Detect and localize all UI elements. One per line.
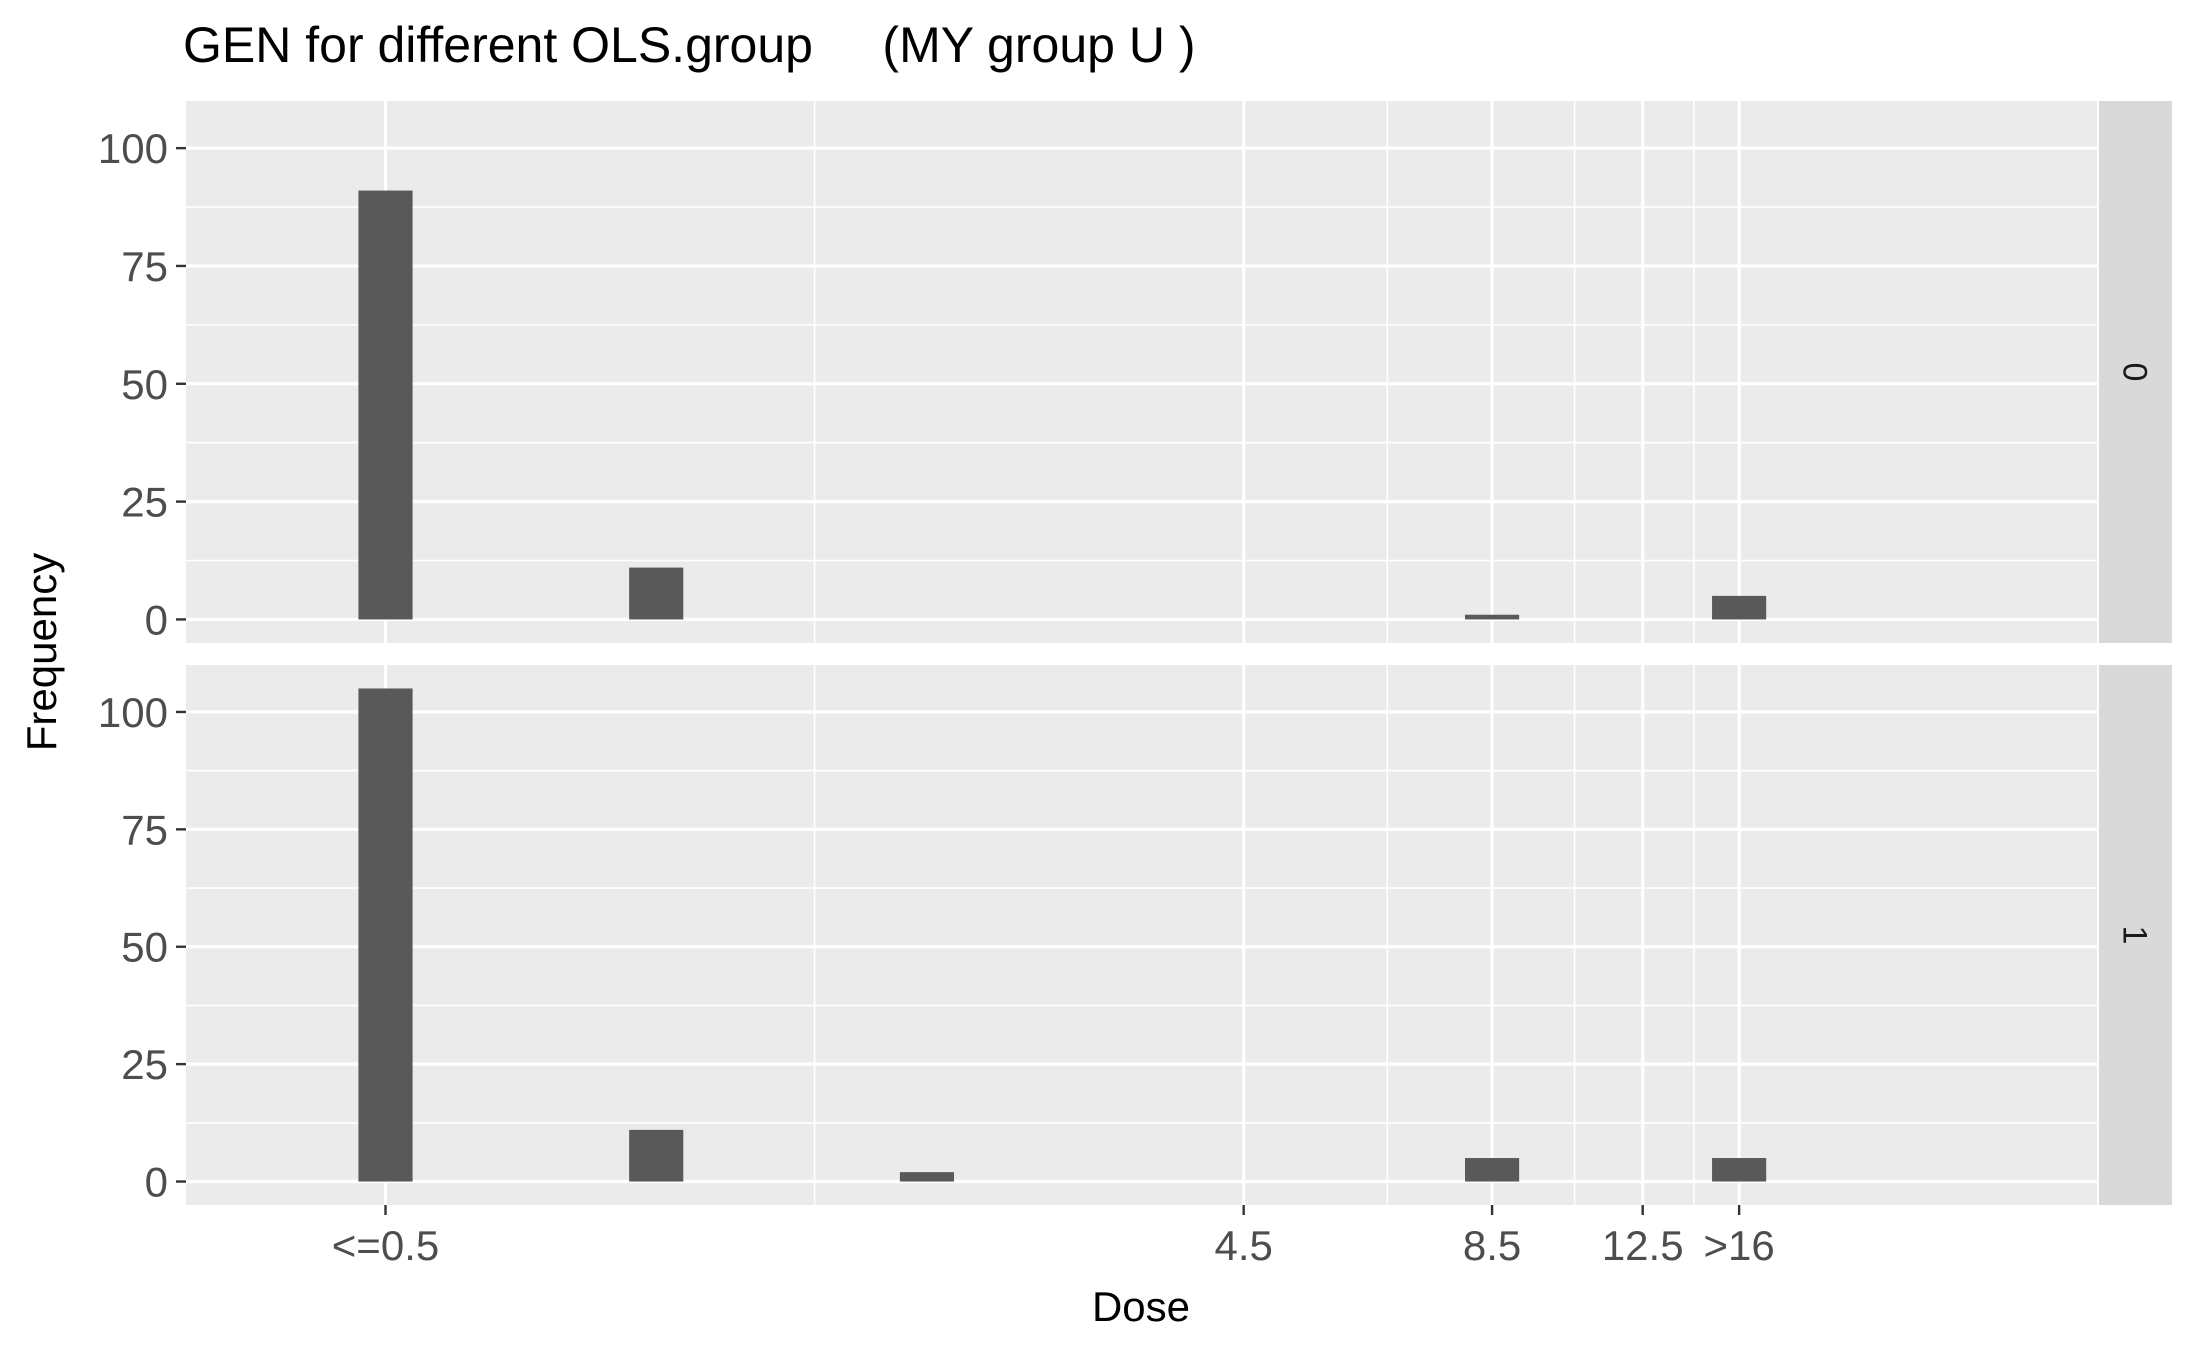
facet-strip — [2099, 101, 2172, 643]
y-axis-title: Frequency — [18, 553, 65, 751]
y-tick-label: 0 — [145, 596, 168, 643]
x-axis-title: Dose — [1092, 1283, 1190, 1330]
bar — [1465, 614, 1520, 620]
bar — [1712, 595, 1767, 620]
y-tick-label: 0 — [145, 1159, 168, 1206]
y-tick-label: 75 — [121, 806, 168, 853]
chart-title: GEN for different OLS.group (MY group U … — [183, 17, 1195, 73]
bar — [1712, 1158, 1767, 1182]
facet-strip — [2099, 665, 2172, 1205]
x-tick-label: 4.5 — [1214, 1222, 1272, 1269]
bar — [629, 1129, 684, 1182]
x-tick-label: 12.5 — [1602, 1222, 1684, 1269]
panel-background — [186, 101, 2097, 643]
bar — [358, 688, 413, 1182]
x-tick-label: <=0.5 — [332, 1222, 439, 1269]
y-tick-label: 25 — [121, 479, 168, 526]
facet-panel-0: 0 25 50 75 100 0 — [98, 101, 2172, 643]
y-tick-label: 25 — [121, 1041, 168, 1088]
y-tick-label: 75 — [121, 243, 168, 290]
bar — [899, 1172, 955, 1182]
facet-strip-label: 0 — [2116, 363, 2154, 382]
y-tick-label: 50 — [121, 924, 168, 971]
y-tick-label: 100 — [98, 689, 168, 736]
panel-background — [186, 665, 2097, 1205]
bar — [358, 190, 413, 620]
y-tick-label: 100 — [98, 125, 168, 172]
facet-strip-label: 1 — [2116, 926, 2154, 945]
bar — [629, 567, 684, 620]
facet-panel-1: 0 25 50 75 100 1 — [98, 665, 2172, 1206]
x-tick-label: 8.5 — [1463, 1222, 1521, 1269]
y-tick-label: 50 — [121, 361, 168, 408]
x-tick-label: >16 — [1703, 1222, 1774, 1269]
bar — [1465, 1158, 1520, 1182]
